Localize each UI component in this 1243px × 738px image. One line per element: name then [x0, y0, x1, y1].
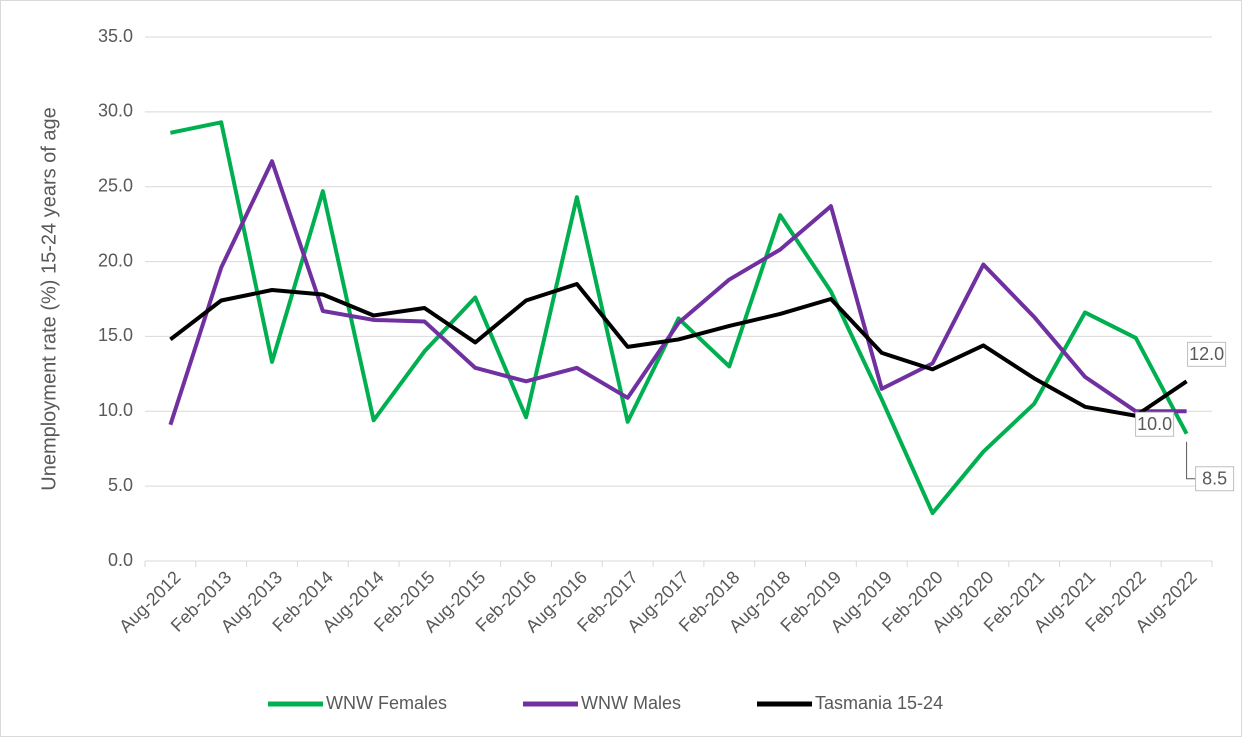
- y-tick-label: 10.0: [98, 400, 133, 420]
- data-label: 8.5: [1202, 468, 1227, 488]
- legend-label: WNW Males: [581, 693, 681, 713]
- y-tick-label: 35.0: [98, 26, 133, 46]
- y-tick-label: 5.0: [108, 475, 133, 495]
- data-label: 12.0: [1189, 344, 1224, 364]
- y-tick-label: 25.0: [98, 175, 133, 195]
- y-tick-label: 15.0: [98, 325, 133, 345]
- y-axis-label: Unemployment rate (%) 15-24 years of age: [38, 107, 60, 491]
- data-label-box: [1135, 411, 1175, 437]
- line-series: [169, 282, 1188, 418]
- y-tick-label: 0.0: [108, 550, 133, 570]
- data-label-box: [1195, 466, 1235, 492]
- line-series: [168, 159, 1187, 426]
- y-tick-label: 30.0: [98, 101, 133, 121]
- label-leader: [1186, 441, 1197, 480]
- data-label: 10.0: [1137, 414, 1172, 434]
- y-tick-label: 20.0: [98, 250, 133, 270]
- legend-label: Tasmania 15-24: [815, 693, 943, 713]
- legend-label: WNW Females: [326, 693, 447, 713]
- data-label-box: [1187, 341, 1227, 367]
- line-series: [170, 120, 1189, 516]
